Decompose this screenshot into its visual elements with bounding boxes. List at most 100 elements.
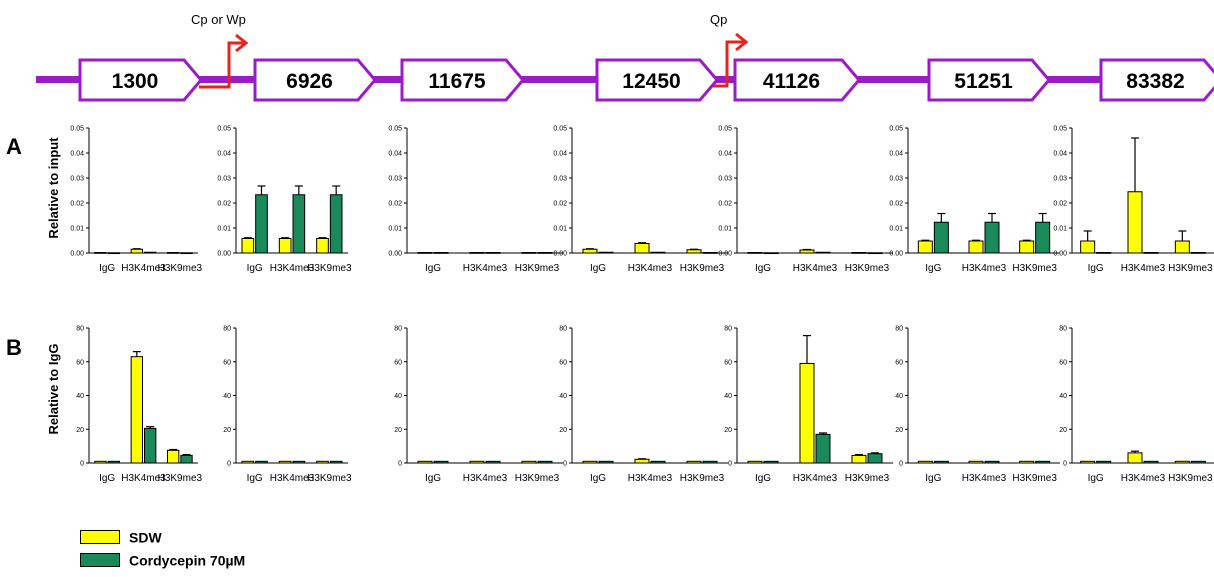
bar-sdw-h3k9me3 [521, 252, 537, 254]
promoter-arrow-cp-wp [199, 33, 249, 89]
y-tick-label: 0.01 [553, 226, 567, 233]
genome-segment-box-6926 [253, 58, 377, 102]
bar-cordycepin-igg [107, 252, 121, 255]
chart-b-51251: 0 20 40 60 80 IgG H3K4me3 H3K9me3 [895, 326, 1060, 484]
x-tick-label-igg: IgG [1088, 263, 1104, 274]
x-tick-label-igg: IgG [425, 473, 441, 484]
y-tick-label: 0.04 [70, 151, 84, 158]
x-tick-label-h3k9me3: H3K9me3 [158, 473, 203, 484]
bar-sdw-h3k9me3 [166, 449, 180, 464]
y-tick-label: 0.01 [217, 226, 231, 233]
genome-segment-box-12450 [595, 58, 719, 102]
y-tick-label: 60 [1059, 359, 1067, 366]
chart-a-11675: 0.00 0.01 0.02 0.03 0.04 0.05 IgG H3K4me3 H3K9me… [388, 126, 563, 274]
y-tick-label: 0.01 [1053, 226, 1067, 233]
y-tick-label: 60 [76, 359, 84, 366]
bar-sdw-h3k4me3 [278, 238, 292, 254]
bar-sdw-h3k4me3 [968, 240, 984, 254]
legend-item-cordycepin: Cordycepin 70µM [80, 551, 245, 568]
y-tick-label: 0.04 [553, 151, 567, 158]
bar-sdw-igg [417, 252, 433, 254]
y-tick-label: 20 [394, 427, 402, 434]
chart-a-1300: 0.00 0.01 0.02 0.03 0.04 0.05 IgG H3K4me3H3K9me… [70, 126, 202, 275]
y-tick-label: 0.01 [889, 226, 903, 233]
genome-segment-label: 11675 [428, 70, 486, 93]
bar-cordycepin-igg [1096, 460, 1112, 464]
bar-cordycepin-h3k9me3 [329, 194, 343, 254]
y-tick-label: 0.04 [1053, 151, 1067, 158]
bar-sdw-h3k9me3 [316, 460, 329, 464]
bar-cordycepin-h3k4me3 [1143, 252, 1159, 254]
x-tick-label-h3k4me3: H3K4me3 [628, 263, 673, 274]
x-tick-label-h3k4me3: H3K4me3 [962, 263, 1007, 274]
y-tick-label: 0.04 [718, 151, 732, 158]
y-tick-label: 0.02 [388, 201, 402, 208]
y-tick-label: 0.02 [553, 201, 567, 208]
bar-sdw-h3k4me3 [799, 362, 815, 464]
y-tick-label: 60 [559, 359, 567, 366]
bar-cordycepin-h3k4me3 [1143, 460, 1159, 464]
x-tick-label-h3k9me3: H3K9me3 [307, 473, 352, 484]
panel-letter-b: B [6, 335, 22, 360]
y-tick-label: 20 [559, 427, 567, 434]
bar-cordycepin-h3k4me3 [984, 221, 1000, 254]
x-tick-label-igg: IgG [1088, 473, 1104, 484]
bar-cordycepin-h3k4me3 [650, 251, 666, 254]
bar-cordycepin-igg [763, 252, 779, 255]
promoter-arrow-qp-head [735, 32, 749, 52]
bar-sdw-h3k4me3 [634, 243, 650, 254]
x-tick-label-igg: IgG [247, 473, 263, 484]
x-tick-label-h3k9me3: H3K9me3 [307, 263, 352, 274]
bar-sdw-h3k9me3 [316, 238, 329, 254]
y-tick-label: 0.05 [217, 126, 231, 133]
bar-cordycepin-igg [598, 251, 614, 254]
bar-sdw-h3k4me3 [799, 249, 815, 254]
y-tick-label: 0.05 [889, 126, 903, 133]
y-tick-label: 0.05 [70, 126, 84, 133]
bar-sdw-h3k9me3 [166, 252, 180, 254]
x-tick-label-h3k9me3: H3K9me3 [1012, 263, 1057, 274]
bar-cordycepin-h3k4me3 [984, 460, 1000, 464]
x-tick-label-igg: IgG [425, 263, 441, 274]
y-tick-label: 0.03 [718, 176, 732, 183]
y-tick-label: 0 [899, 461, 903, 468]
x-tick-label-h3k4me3: H3K4me3 [270, 263, 315, 274]
bar-cordycepin-igg [598, 460, 614, 464]
x-tick-label-igg: IgG [590, 263, 606, 274]
x-tick-label-h3k9me3: H3K9me3 [515, 473, 560, 484]
bar-cordycepin-h3k9me3 [537, 460, 553, 464]
x-tick-label-h3k4me3: H3K4me3 [1121, 473, 1166, 484]
y-tick-label: 0.00 [553, 251, 567, 258]
bar-sdw-h3k9me3 [1019, 240, 1035, 254]
y-tick-label: 80 [394, 326, 402, 333]
y-tick-label: 20 [1059, 427, 1067, 434]
y-tick-label: 40 [76, 393, 84, 400]
x-tick-label-h3k9me3: H3K9me3 [845, 473, 890, 484]
bar-cordycepin-igg [255, 194, 268, 254]
y-tick-label: 0.05 [388, 126, 402, 133]
bar-sdw-igg [94, 252, 107, 254]
x-tick-label-igg: IgG [925, 263, 941, 274]
bar-cordycepin-h3k4me3 [144, 251, 157, 254]
chart-a-41126: 0.00 0.01 0.02 0.03 0.04 0.05 IgG H3K4me3 H3K9me… [718, 126, 893, 274]
y-tick-label: 0.00 [718, 251, 732, 258]
bar-cordycepin-h3k9me3 [537, 252, 553, 254]
y-tick-label: 0 [227, 461, 231, 468]
y-tick-label: 0.01 [718, 226, 732, 233]
x-tick-label-h3k4me3: H3K4me3 [121, 473, 166, 484]
bar-sdw-h3k4me3 [1127, 452, 1143, 464]
legend-item-sdw: SDW [80, 528, 162, 545]
x-tick-label-h3k4me3: H3K4me3 [962, 473, 1007, 484]
x-tick-label-h3k9me3: H3K9me3 [158, 263, 203, 274]
x-tick-label-h3k9me3: H3K9me3 [1168, 263, 1213, 274]
bar-sdw-h3k9me3 [851, 454, 867, 464]
y-tick-label: 80 [724, 326, 732, 333]
chart-b-12450: 0 20 40 60 80 IgG H3K4me3 H3K9me3 [559, 326, 728, 484]
y-tick-label: 0.04 [388, 151, 402, 158]
genome-segment-label: 51251 [954, 70, 1013, 93]
promoter-label-cp-wp: Cp or Wp [191, 12, 246, 27]
bar-sdw-h3k4me3 [634, 458, 650, 464]
bar-cordycepin-h3k9me3 [1035, 460, 1051, 464]
legend-label-cordycepin: Cordycepin 70µM [129, 552, 246, 569]
